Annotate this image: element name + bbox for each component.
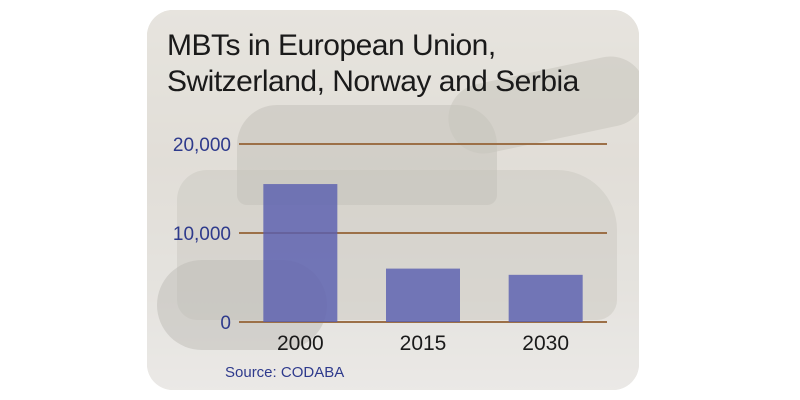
x-category-label-2015: 2015 xyxy=(400,332,447,355)
y-tick-label-2: 20,000 xyxy=(173,135,231,156)
photo-veil xyxy=(147,10,639,390)
bar-chart: 0 10,000 20,000 2000 2015 2030 xyxy=(173,135,607,355)
chart-card: MBTs in European Union, Switzerland, Nor… xyxy=(147,10,639,390)
bar-2000 xyxy=(263,184,338,322)
chart-title: MBTs in European Union, Switzerland, Nor… xyxy=(167,28,627,100)
chart-title-line2: Switzerland, Norway and Serbia xyxy=(167,65,579,98)
bar-2015 xyxy=(386,268,460,322)
chart-title-line1: MBTs in European Union, xyxy=(167,29,496,62)
x-category-label-2000: 2000 xyxy=(277,332,324,355)
bar-2030 xyxy=(508,274,583,322)
y-tick-label-0: 0 xyxy=(220,313,231,334)
x-category-label-2030: 2030 xyxy=(522,332,569,355)
y-tick-label-1: 10,000 xyxy=(173,224,231,245)
source-note: Source: CODABA xyxy=(225,364,345,381)
